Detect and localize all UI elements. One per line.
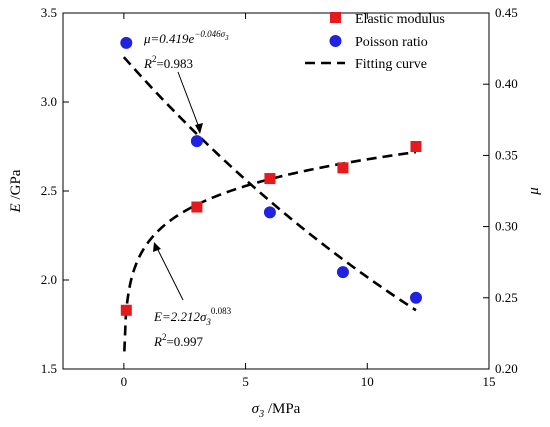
y-left-tick-label: 3.5 — [41, 5, 57, 20]
modulus-fit-curve — [123, 150, 417, 352]
poisson-arrow-head — [195, 123, 203, 134]
x-tick-label: 15 — [483, 374, 496, 389]
y-axis-left: 1.5 2.0 2.5 3.0 3.5 — [41, 5, 69, 376]
modulus-fit-equation: E=2.212σ30.083 — [153, 306, 232, 327]
elastic-modulus-point — [191, 201, 203, 213]
legend-marker-elastic-modulus — [330, 12, 341, 23]
poisson-fit-curve — [122, 56, 417, 312]
poisson-ratio-point — [409, 291, 422, 304]
poisson-ratio-point — [263, 206, 276, 219]
y-left-tick-label: 1.5 — [41, 361, 57, 376]
x-axis: 0 5 10 15 — [121, 13, 496, 389]
y-axis-right-title: μ — [526, 187, 542, 196]
legend: Elastic modulus Poisson ratio Fitting cu… — [305, 12, 445, 72]
data-markers — [120, 36, 422, 316]
y-left-tick-label: 2.0 — [41, 272, 57, 287]
y-left-tick-label: 2.5 — [41, 183, 57, 198]
poisson-fit-r2: R2=0.983 — [143, 54, 193, 71]
x-tick-label: 10 — [361, 374, 374, 389]
poisson-ratio-point — [190, 135, 203, 148]
y-axis-right: 0.20 0.25 0.30 0.35 0.40 0.45 — [483, 5, 518, 376]
poisson-fit-equation: μ=0.419e−0.046σ3 — [143, 29, 229, 46]
y-left-tick-label: 3.0 — [41, 94, 57, 109]
y-axis-left-title: E /GPa — [8, 169, 24, 213]
legend-label-fitting-curve: Fitting curve — [355, 57, 427, 72]
modulus-fit-r2: R2=0.997 — [153, 332, 204, 349]
x-tick-label: 5 — [242, 374, 249, 389]
elastic-modulus-point — [264, 173, 276, 185]
legend-marker-poisson-ratio — [329, 35, 342, 47]
y-right-tick-label: 0.30 — [495, 219, 518, 234]
legend-label-elastic-modulus: Elastic modulus — [355, 12, 445, 27]
modulus-arrow-line — [155, 245, 184, 301]
elastic-modulus-point — [410, 141, 422, 152]
annotation-arrows — [153, 71, 203, 301]
modulus-arrow-head — [153, 242, 161, 252]
poisson-arrow-line — [177, 71, 201, 131]
x-tick-label: 0 — [121, 374, 128, 389]
legend-label-poisson-ratio: Poisson ratio — [355, 35, 428, 50]
y-right-tick-label: 0.35 — [495, 147, 518, 162]
elastic-modulus-point — [120, 304, 132, 316]
x-axis-title: σ3 /MPa — [252, 401, 301, 420]
y-right-tick-label: 0.40 — [495, 76, 518, 91]
y-right-tick-label: 0.20 — [495, 361, 518, 376]
elastic-modulus-point — [337, 162, 349, 174]
poisson-ratio-point — [336, 266, 349, 279]
y-right-tick-label: 0.45 — [495, 5, 518, 20]
poisson-ratio-point — [120, 36, 133, 49]
y-right-tick-label: 0.25 — [495, 290, 518, 305]
